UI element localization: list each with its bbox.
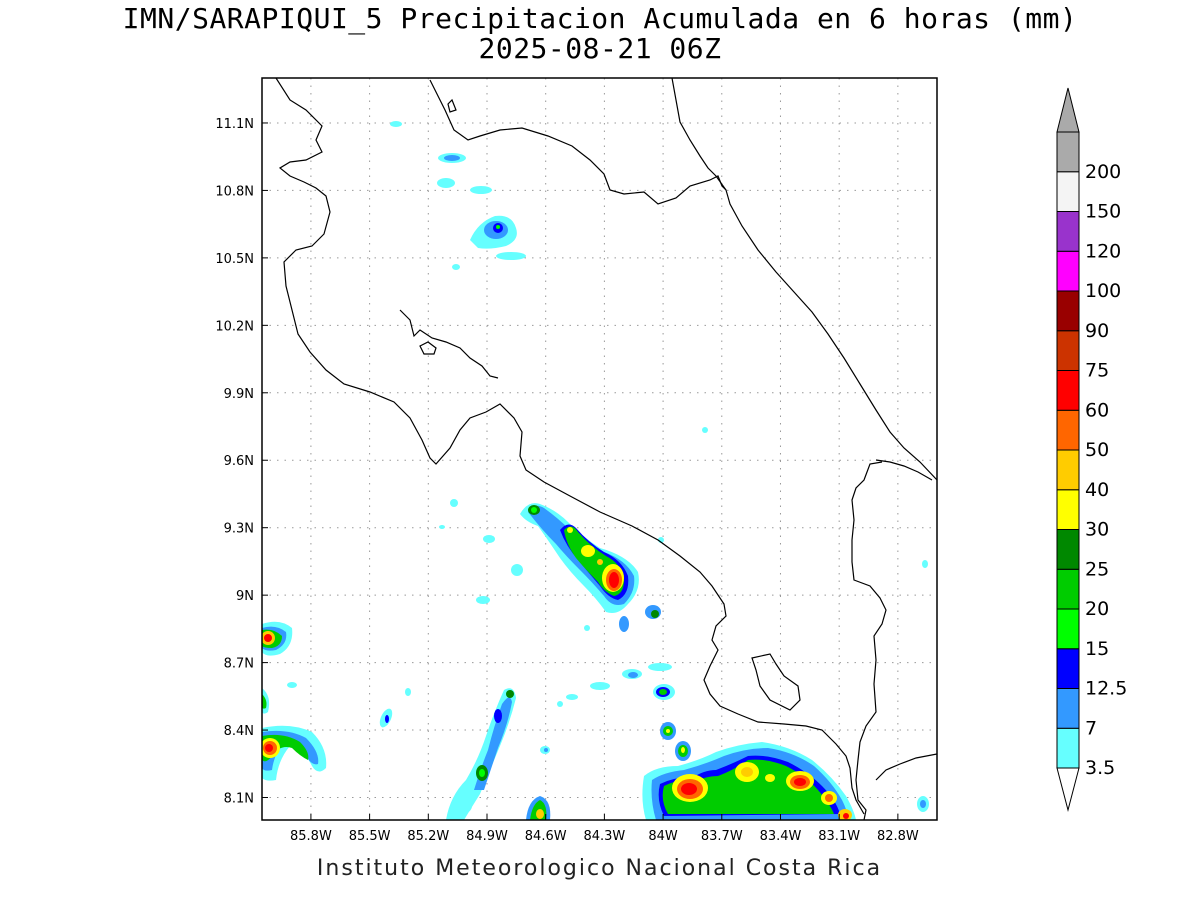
colorbar: 3.5 7 12.5 15 20 25 30 40 50 60 75 90 100 120 150 200 [1056,87,1127,812]
lon-tick-label: 84W [648,829,678,844]
map-frame [261,77,938,821]
colorbar-label: 120 [1085,240,1121,262]
lat-tick-label: 8.1N [224,792,254,807]
colorbar-label: 60 [1085,399,1109,421]
colorbar-label: 150 [1085,201,1121,223]
colorbar-swatch [1056,489,1080,530]
colorbar-swatch [1056,250,1080,292]
lat-tick-label: 9.3N [224,522,254,537]
lat-tick-label: 9N [236,589,254,604]
precip-cell [446,688,551,820]
colorbar-label: 200 [1085,161,1121,183]
colorbar-over-arrow [1056,87,1080,133]
lon-tick-label: 84.9W [466,829,508,844]
lat-tick-label: 9.6N [224,454,254,469]
colorbar-swatch [1056,648,1080,689]
precip-cell [642,560,929,820]
colorbar-label: 100 [1085,280,1121,302]
lat-tick-label: 10.8N [215,184,254,199]
colorbar-label: 40 [1085,479,1109,501]
lon-tick-label: 83.1W [818,829,860,844]
lat-lon-grid [262,78,937,820]
axis-ticks: 85.8W 85.5W 85.2W 84.9W 84.6W 84.3W 84W 83.7W 83… [215,117,919,844]
colorbar-swatch [1056,211,1080,252]
institution-footer: Instituto Meteorologico Nacional Costa R… [316,856,883,881]
precip-cell [287,499,672,707]
colorbar-label: 15 [1085,638,1109,660]
colorbar-swatch [1056,330,1080,371]
colorbar-label: 12.5 [1085,678,1127,700]
lat-tick-label: 8.4N [224,724,254,739]
colorbar-swatch [1056,131,1080,173]
lon-tick-label: 85.5W [349,829,391,844]
colorbar-label: 50 [1085,439,1109,461]
map-title: IMN/SARAPIQUI_5 Precipitacion Acumulada … [122,2,1078,35]
lon-tick-label: 82.8W [877,829,919,844]
precip-cell [390,121,708,433]
lat-tick-label: 10.5N [215,252,254,267]
lon-tick-label: 84.6W [525,829,567,844]
colorbar-label: 75 [1085,360,1109,382]
colorbar-swatch [1056,688,1080,729]
colorbar-swatch [1056,608,1080,650]
coastline-borders [275,78,937,820]
colorbar-swatch [1056,409,1080,451]
colorbar-under-arrow [1056,767,1080,812]
lon-tick-label: 84.3W [583,829,625,844]
lon-tick-label: 85.8W [290,829,332,844]
colorbar-swatch [1056,568,1080,610]
precip-cell [262,621,411,781]
lat-tick-label: 11.1N [215,117,254,132]
precipitation-field [262,121,929,820]
colorbar-label: 7 [1085,717,1097,739]
colorbar-swatch [1056,290,1080,332]
lat-tick-label: 8.7N [224,657,254,672]
lon-tick-label: 85.2W [407,829,449,844]
lat-tick-label: 10.2N [215,319,254,334]
colorbar-swatch [1056,370,1080,411]
lat-tick-label: 9.9N [224,387,254,402]
colorbar-swatch [1056,171,1080,212]
lon-tick-label: 83.4W [760,829,802,844]
colorbar-swatch [1056,529,1080,570]
colorbar-label: 20 [1085,598,1109,620]
colorbar-swatch [1056,727,1080,769]
colorbar-swatch [1056,449,1080,491]
colorbar-label: 90 [1085,320,1109,342]
colorbar-label: 30 [1085,519,1109,541]
colorbar-label: 3.5 [1085,757,1115,779]
colorbar-label: 25 [1085,558,1109,580]
lon-tick-label: 83.7W [701,829,743,844]
map-datetime: 2025-08-21 06Z [478,32,722,65]
